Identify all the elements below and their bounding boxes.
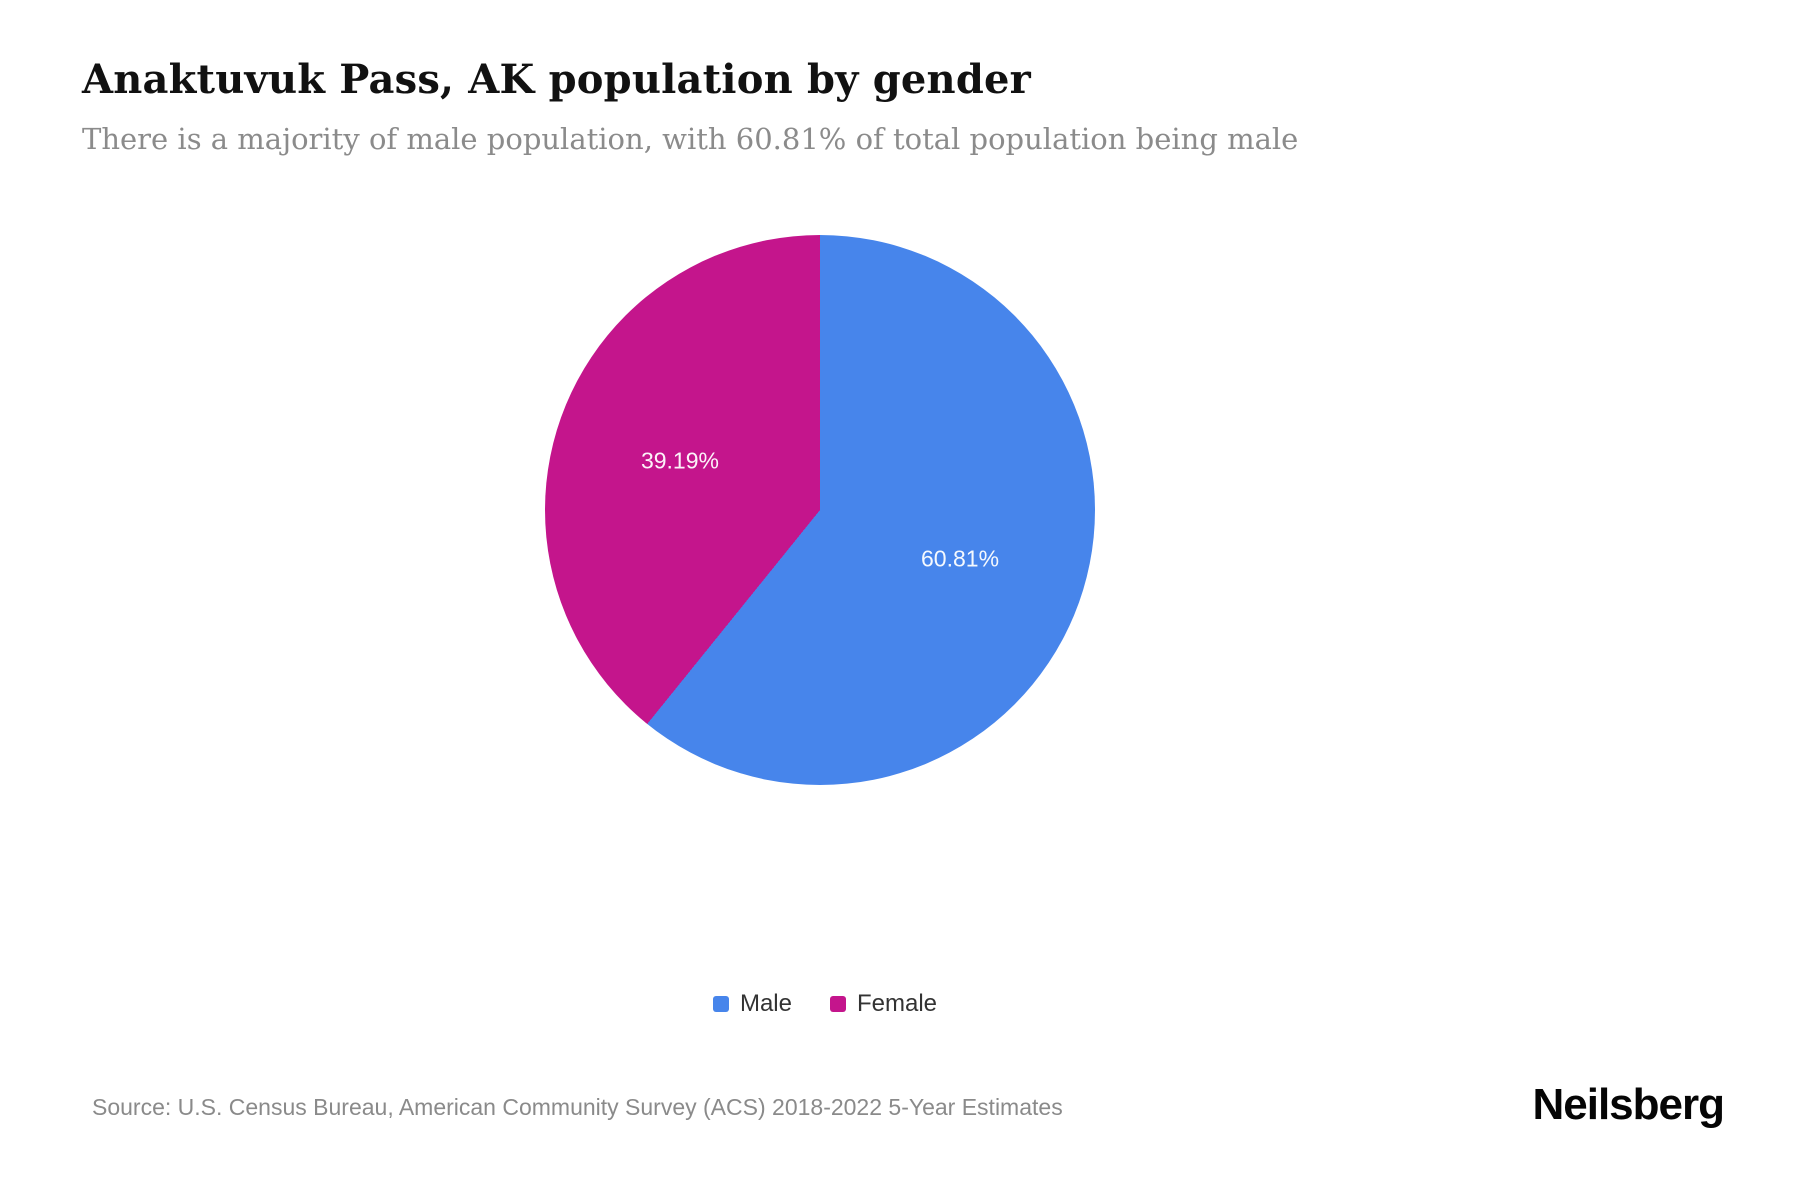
source-text: Source: U.S. Census Bureau, American Com… bbox=[92, 1094, 1063, 1120]
chart-subtitle: There is a majority of male population, … bbox=[82, 122, 1299, 156]
male-slice-label: 60.81% bbox=[921, 545, 1000, 572]
female-swatch-icon bbox=[830, 996, 846, 1012]
chart-title: Anaktuvuk Pass, AK population by gender bbox=[82, 56, 1031, 103]
legend: Male Female bbox=[0, 990, 1650, 1018]
male-swatch-icon bbox=[712, 996, 729, 1012]
neilsberg-logo: Neilsberg bbox=[1532, 1080, 1725, 1129]
legend-item-female[interactable]: Female bbox=[830, 990, 937, 1018]
pie-chart: 60.81% 39.19% bbox=[545, 235, 1095, 785]
pie[interactable]: 60.81% 39.19% bbox=[545, 235, 1095, 785]
female-slice-label: 39.19% bbox=[640, 447, 719, 474]
legend-label-male: Male bbox=[739, 990, 792, 1017]
legend-label-female: Female bbox=[857, 990, 938, 1017]
legend-item-male[interactable]: Male bbox=[712, 990, 792, 1018]
